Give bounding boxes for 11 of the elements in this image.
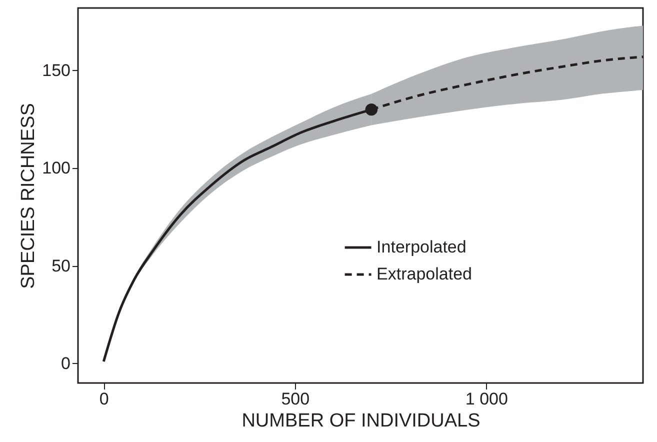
legend-label: Interpolated	[376, 238, 466, 256]
y-tick-label: 50	[52, 256, 70, 276]
legend-label: Extrapolated	[376, 264, 472, 284]
x-tick-label: 500	[281, 390, 310, 408]
y-axis-title: SPECIES RICHNESS	[18, 103, 40, 289]
x-tick-label: 0	[99, 390, 109, 408]
y-tick-label: 100	[42, 158, 70, 178]
y-tick-label: 150	[42, 61, 70, 80]
x-tick-label: 1 000	[465, 390, 508, 408]
x-axis-title: NUMBER OF INDIVIDUALS	[242, 410, 480, 432]
y-tick-label: 0	[61, 354, 70, 373]
